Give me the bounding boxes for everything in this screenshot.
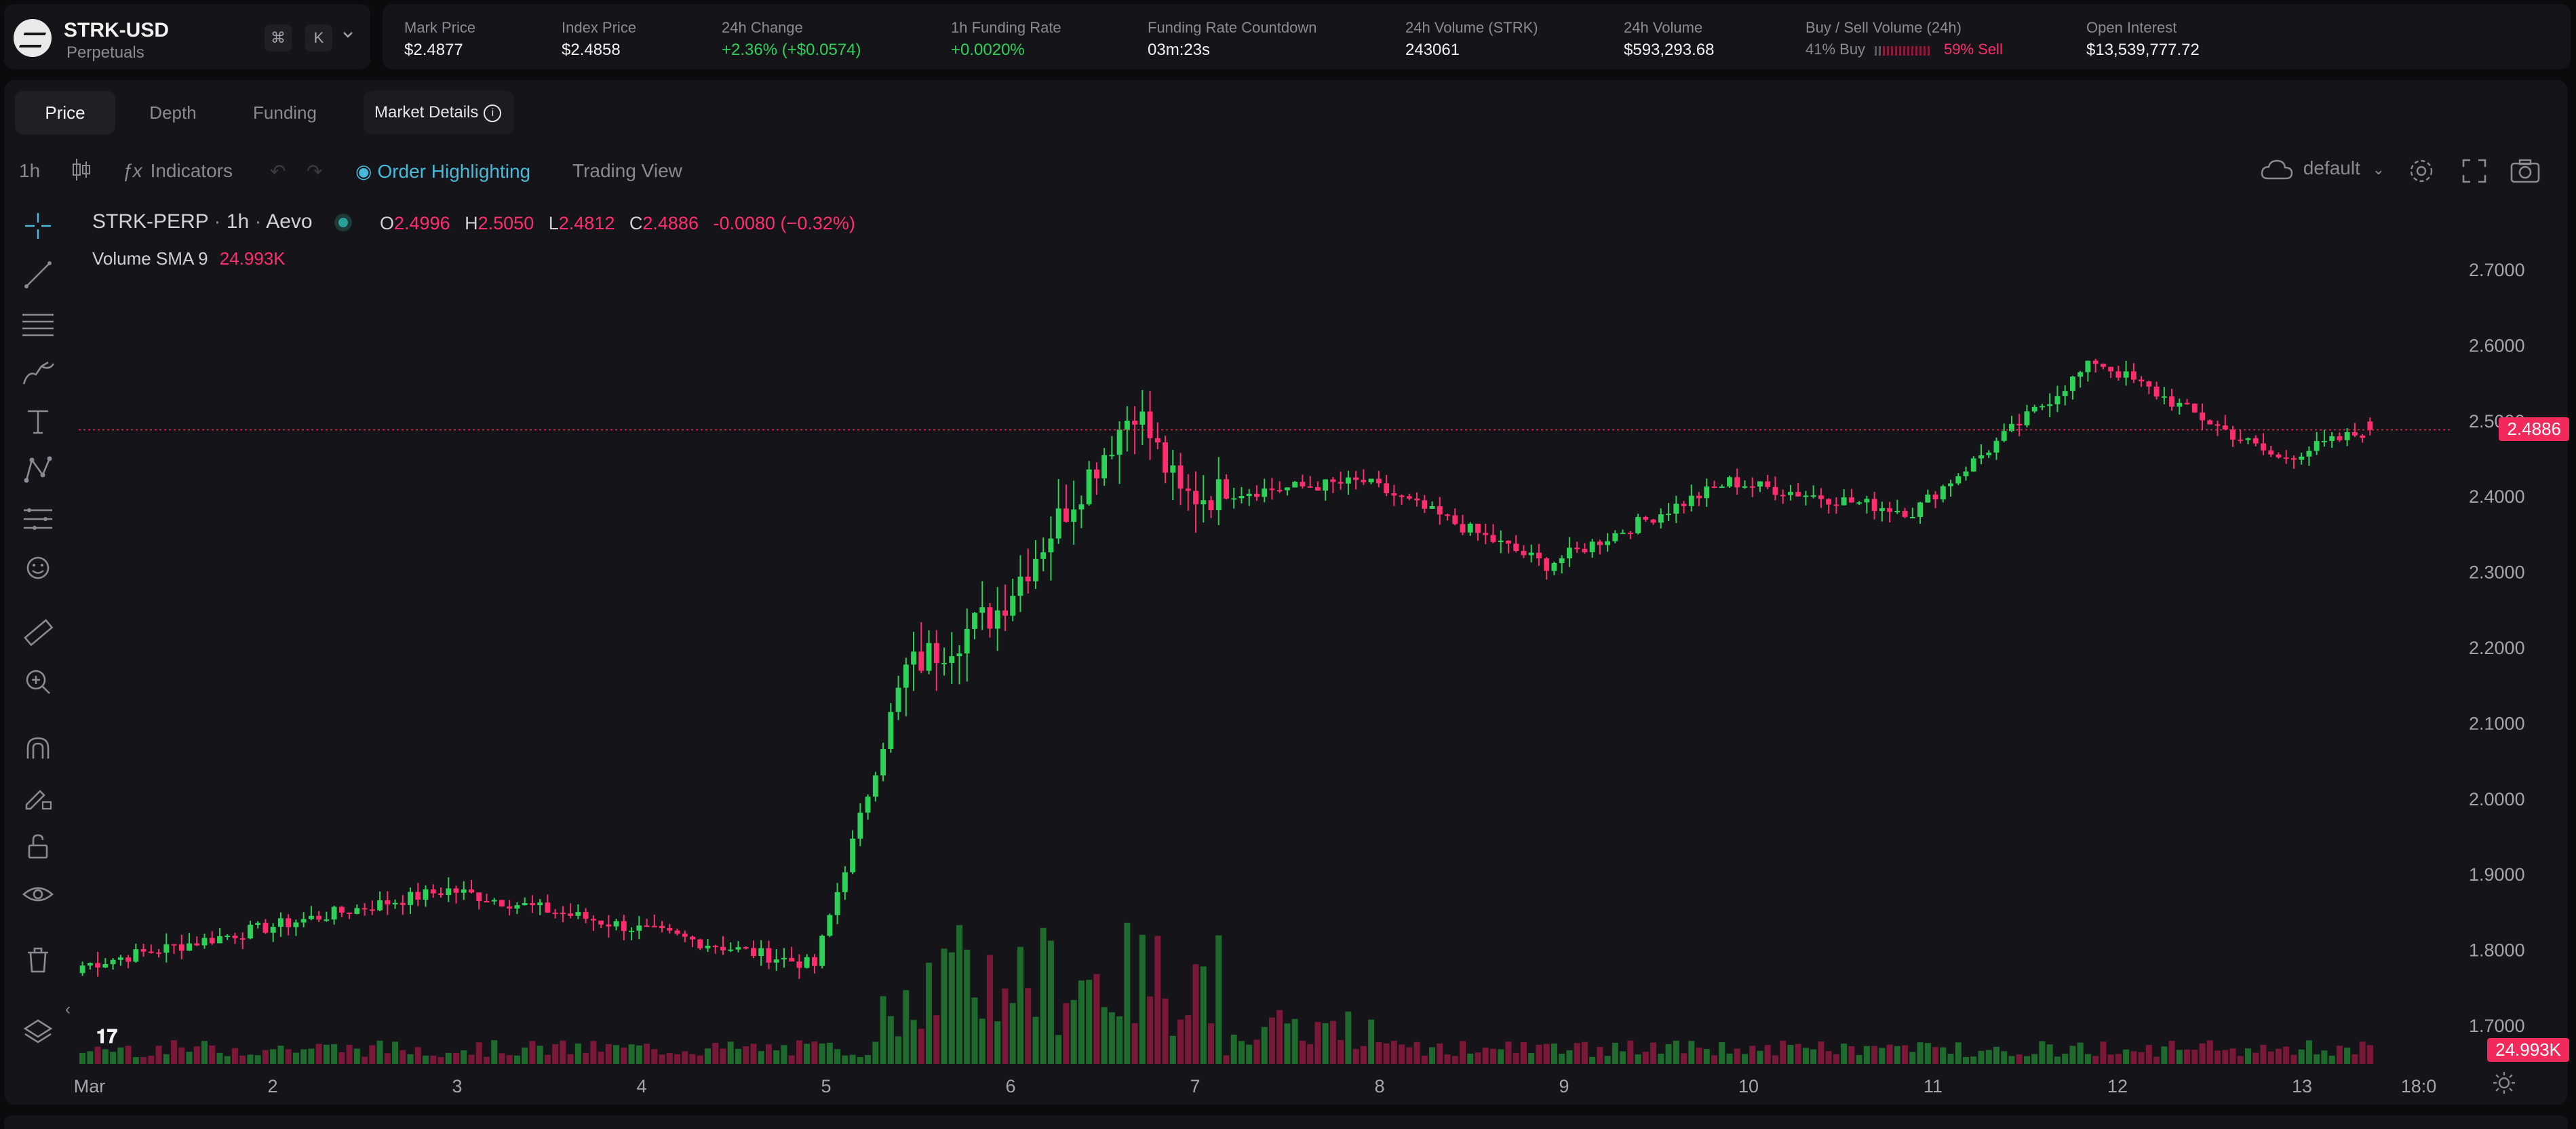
legend-exchange: Aevo (266, 210, 313, 233)
change-24h-label: 24h Change (722, 19, 803, 36)
mark-price-label: Mark Price (404, 19, 476, 36)
visibility-eye-icon[interactable] (18, 879, 58, 920)
buy-percent: 41% Buy (1806, 41, 1866, 58)
command-key-icon[interactable]: ⌘ (265, 24, 292, 52)
change-24h-value: +2.36% (+$0.0574) (722, 41, 861, 59)
order-highlighting-label: Order Highlighting (377, 161, 531, 182)
change-value: -0.0080 (−0.32%) (713, 213, 855, 233)
volume-legend: Volume SMA 9 24.993K (92, 248, 286, 269)
lock-drawing-icon[interactable] (18, 782, 58, 822)
order-highlighting-toggle[interactable]: ◉ Order Highlighting (355, 160, 530, 183)
cloud-icon (2261, 159, 2293, 179)
buy-sell-ratio-bar (1875, 46, 1932, 56)
high-label: H (465, 213, 478, 233)
eye-icon: ◉ (355, 161, 372, 182)
horizontal-lines-icon[interactable] (18, 308, 58, 349)
market-status-dot (338, 218, 348, 228)
funding-rate-value: +0.0020% (951, 41, 1025, 59)
trading-view-button[interactable]: Trading View (572, 160, 682, 181)
emoji-icon[interactable] (18, 552, 58, 593)
index-price-value: $2.4858 (562, 41, 621, 59)
cloud-layout-selector[interactable]: default ⌄ (2260, 157, 2385, 181)
tradingview-logo-icon: 𝟏𝟕 (96, 1026, 118, 1047)
sell-percent: 59% Sell (1944, 41, 2003, 58)
chart-tabs: Price Depth Funding (15, 91, 354, 137)
current-price-tag: 2.4886 (2499, 417, 2569, 442)
market-type: Perpetuals (66, 43, 144, 62)
chart-legend: STRK-PERP · 1h · Aevo (92, 210, 348, 233)
pattern-tool-icon[interactable] (18, 455, 58, 495)
market-details-button[interactable]: Market Details i (364, 91, 514, 134)
open-value: 2.4996 (394, 213, 450, 233)
layers-icon[interactable] (18, 1016, 58, 1057)
index-price-label: Index Price (562, 19, 637, 36)
volume-legend-label: Volume SMA 9 (92, 248, 208, 269)
brush-icon[interactable] (18, 357, 58, 398)
buy-ratio-fill (1875, 46, 1881, 56)
candle-type-icon[interactable] (71, 157, 92, 187)
magnet-icon[interactable] (18, 733, 58, 773)
settings-gear-icon[interactable] (2406, 156, 2436, 191)
tab-price[interactable]: Price (15, 91, 115, 134)
indicators-label: Indicators (150, 160, 233, 181)
trend-line-icon[interactable] (18, 259, 58, 300)
strk-logo-icon (14, 19, 52, 57)
open-interest-value: $13,539,777.72 (2086, 41, 2200, 59)
tab-depth[interactable]: Depth (149, 102, 197, 123)
layout-name: default (2303, 157, 2360, 178)
volume-strk-label: 24h Volume (STRK) (1405, 19, 1538, 36)
market-stats-bar: Mark Price $2.4877 Index Price $2.4858 2… (383, 4, 2571, 69)
open-interest-label: Open Interest (2086, 19, 2177, 36)
mark-price-value: $2.4877 (404, 41, 463, 59)
projection-tool-icon[interactable] (18, 503, 58, 544)
layout-chevron-icon: ⌄ (2372, 161, 2385, 178)
bottom-panel-edge (4, 1115, 2568, 1129)
volume-tag: 24.993K (2487, 1038, 2569, 1062)
open-label: O (380, 213, 395, 233)
camera-icon[interactable] (2510, 157, 2541, 189)
volume-24h-value: $593,293.68 (1624, 41, 1715, 59)
legend-symbol: STRK-PERP (92, 210, 209, 233)
fx-icon: ƒx (122, 160, 142, 181)
funding-countdown-value: 03m:23s (1148, 41, 1211, 59)
undo-icon[interactable]: ↶ (270, 161, 286, 182)
legend-interval: 1h (226, 210, 250, 233)
market-details-label: Market Details (374, 103, 479, 121)
volume-24h-label: 24h Volume (1624, 19, 1703, 36)
volume-strk-value: 243061 (1405, 41, 1460, 59)
chevron-down-icon[interactable] (340, 27, 355, 46)
indicators-button[interactable]: ƒx Indicators (122, 160, 233, 182)
buy-sell-label: Buy / Sell Volume (24h) (1806, 19, 1962, 36)
close-label: C (629, 213, 643, 233)
market-symbol: STRK-USD (64, 19, 169, 41)
info-icon: i (484, 104, 502, 122)
unlock-icon[interactable] (18, 830, 58, 871)
interval-selector[interactable]: 1h (19, 160, 41, 181)
redo-icon[interactable]: ↷ (307, 161, 323, 182)
low-value: 2.4812 (558, 213, 615, 233)
market-selector[interactable]: STRK-USD Perpetuals ⌘ K (4, 4, 370, 69)
crosshair-icon[interactable] (18, 210, 58, 251)
ohlc-values: O2.4996 H2.5050 L2.4812 C2.4886 -0.0080 … (380, 213, 865, 234)
close-value: 2.4886 (642, 213, 699, 233)
chart-settings-sun-icon[interactable] (2492, 1071, 2516, 1100)
collapse-toolbar-icon[interactable]: ‹ (65, 1000, 71, 1018)
funding-rate-label: 1h Funding Rate (951, 19, 1061, 36)
fullscreen-icon[interactable] (2461, 157, 2488, 189)
zoom-in-icon[interactable] (18, 666, 58, 707)
low-label: L (548, 213, 559, 233)
trash-icon[interactable] (18, 944, 58, 985)
tab-funding[interactable]: Funding (253, 102, 317, 123)
volume-legend-value: 24.993K (219, 248, 286, 269)
chart-panel (4, 80, 2568, 1105)
high-value: 2.5050 (477, 213, 534, 233)
k-key-badge[interactable]: K (305, 24, 332, 52)
ruler-icon[interactable] (18, 617, 58, 658)
funding-countdown-label: Funding Rate Countdown (1148, 19, 1317, 36)
text-tool-icon[interactable] (18, 406, 58, 446)
